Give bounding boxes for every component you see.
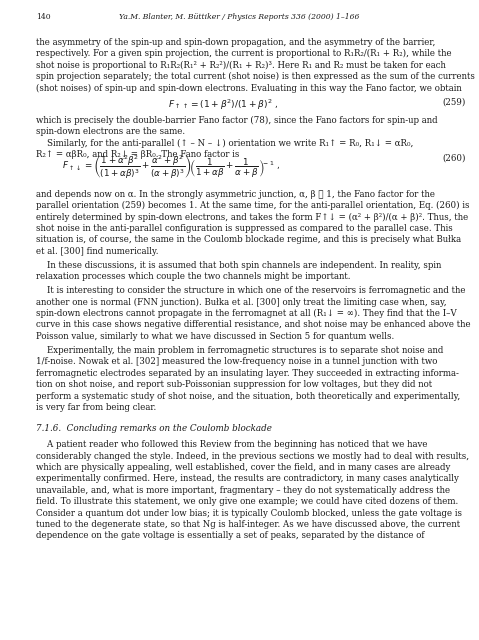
Text: entirely determined by spin-down electrons, and takes the form F↑↓ = (α² + β²)/(: entirely determined by spin-down electro…: [36, 212, 468, 221]
Text: dependence on the gate voltage is essentially a set of peaks, separated by the d: dependence on the gate voltage is essent…: [36, 531, 424, 540]
Text: 140: 140: [36, 13, 51, 20]
Text: spin projection separately; the total current (shot noise) is then expressed as : spin projection separately; the total cu…: [36, 72, 475, 81]
Text: ferromagnetic electrodes separated by an insulating layer. They succeeded in ext: ferromagnetic electrodes separated by an…: [36, 369, 459, 378]
Text: It is interesting to consider the structure in which one of the reservoirs is fe: It is interesting to consider the struct…: [36, 286, 466, 296]
Text: In these discussions, it is assumed that both spin channels are independent. In : In these discussions, it is assumed that…: [36, 260, 441, 270]
Text: the asymmetry of the spin-up and spin-down propagation, and the asymmetry of the: the asymmetry of the spin-up and spin-do…: [36, 38, 435, 47]
Text: $F_{\uparrow\downarrow} = \left(\dfrac{1+\alpha^2\beta^2}{(1+\alpha\beta)^3} + \: $F_{\uparrow\downarrow} = \left(\dfrac{1…: [62, 154, 280, 181]
Text: (260): (260): [442, 154, 466, 163]
Text: another one is normal (FNN junction). Bułka et al. [300] only treat the limiting: another one is normal (FNN junction). Bu…: [36, 298, 446, 307]
Text: Consider a quantum dot under low bias; it is typically Coulomb blocked, unless t: Consider a quantum dot under low bias; i…: [36, 509, 462, 518]
Text: shot noise in the anti-parallel configuration is suppressed as compared to the p: shot noise in the anti-parallel configur…: [36, 224, 453, 233]
Text: A patient reader who followed this Review from the beginning has noticed that we: A patient reader who followed this Revie…: [36, 440, 427, 449]
Text: curve in this case shows negative differential resistance, and shot noise may be: curve in this case shows negative differ…: [36, 321, 470, 330]
Text: is very far from being clear.: is very far from being clear.: [36, 403, 156, 412]
Text: experimentally confirmed. Here, instead, the results are contradictory, in many : experimentally confirmed. Here, instead,…: [36, 474, 459, 483]
Text: tuned to the degenerate state, so that Nɡ is half-integer. As we have discussed : tuned to the degenerate state, so that N…: [36, 520, 460, 529]
Text: unavailable, and, what is more important, fragmentary – they do not systematical: unavailable, and, what is more important…: [36, 486, 450, 495]
Text: Poisson value, similarly to what we have discussed in Section 5 for quantum well: Poisson value, similarly to what we have…: [36, 332, 394, 341]
Text: 1/f-noise. Nowak et al. [302] measured the low-frequency noise in a tunnel junct: 1/f-noise. Nowak et al. [302] measured t…: [36, 357, 437, 367]
Text: Similarly, for the anti-parallel (↑ – N – ↓) orientation we write R₁↑ = R₀, R₁↓ : Similarly, for the anti-parallel (↑ – N …: [36, 139, 413, 148]
Text: 7.1.6.  Concluding remarks on the Coulomb blockade: 7.1.6. Concluding remarks on the Coulomb…: [36, 424, 272, 433]
Text: tion on shot noise, and report sub-Poissonian suppression for low voltages, but : tion on shot noise, and report sub-Poiss…: [36, 380, 432, 389]
Text: and depends now on α. In the strongly asymmetric junction, α, β ≫ 1, the Fano fa: and depends now on α. In the strongly as…: [36, 189, 435, 199]
Text: spin-down electrons cannot propagate in the ferromagnet at all (R₁↓ = ∞). They f: spin-down electrons cannot propagate in …: [36, 309, 456, 318]
Text: situation is, of course, the same in the Coulomb blockade regime, and this is pr: situation is, of course, the same in the…: [36, 236, 461, 244]
Text: perform a systematic study of shot noise, and the situation, both theoretically : perform a systematic study of shot noise…: [36, 392, 460, 401]
Text: $F_{\uparrow\uparrow} = (1 + \beta^2)/(1 + \beta)^2\ ,$: $F_{\uparrow\uparrow} = (1 + \beta^2)/(1…: [168, 98, 278, 112]
Text: Ya.M. Blanter, M. Büttiker / Physics Reports 336 (2000) 1–166: Ya.M. Blanter, M. Büttiker / Physics Rep…: [119, 13, 360, 20]
Text: field. To illustrate this statement, we only give one example; we could have cit: field. To illustrate this statement, we …: [36, 497, 458, 506]
Text: which is precisely the double-barrier Fano factor (78), since the Fano factors f: which is precisely the double-barrier Fa…: [36, 116, 437, 125]
Text: spin-down electrons are the same.: spin-down electrons are the same.: [36, 127, 185, 136]
Text: (259): (259): [442, 98, 466, 107]
Text: shot noise is proportional to R₁R₂(R₁² + R₂²)/(R₁ + R₂)³. Here R₁ and R₂ must be: shot noise is proportional to R₁R₂(R₁² +…: [36, 61, 446, 70]
Text: Experimentally, the main problem in ferromagnetic structures is to separate shot: Experimentally, the main problem in ferr…: [36, 346, 443, 355]
Text: parallel orientation (259) becomes 1. At the same time, for the anti-parallel or: parallel orientation (259) becomes 1. At…: [36, 201, 469, 211]
Text: relaxation processes which couple the two channels might be important.: relaxation processes which couple the tw…: [36, 272, 351, 281]
Text: considerably changed the style. Indeed, in the previous sections we mostly had t: considerably changed the style. Indeed, …: [36, 452, 469, 461]
Text: which are physically appealing, well established, cover the field, and in many c: which are physically appealing, well est…: [36, 463, 450, 472]
Text: (shot noises) of spin-up and spin-down electrons. Evaluating in this way the Fan: (shot noises) of spin-up and spin-down e…: [36, 83, 462, 93]
Text: et al. [300] find numerically.: et al. [300] find numerically.: [36, 246, 159, 255]
Text: respectively. For a given spin projection, the current is proportional to R₁R₂/(: respectively. For a given spin projectio…: [36, 49, 452, 58]
Text: R₂↑ = αβR₀, and R₂↓ = βR₀. The Fano factor is: R₂↑ = αβR₀, and R₂↓ = βR₀. The Fano fact…: [36, 150, 240, 159]
